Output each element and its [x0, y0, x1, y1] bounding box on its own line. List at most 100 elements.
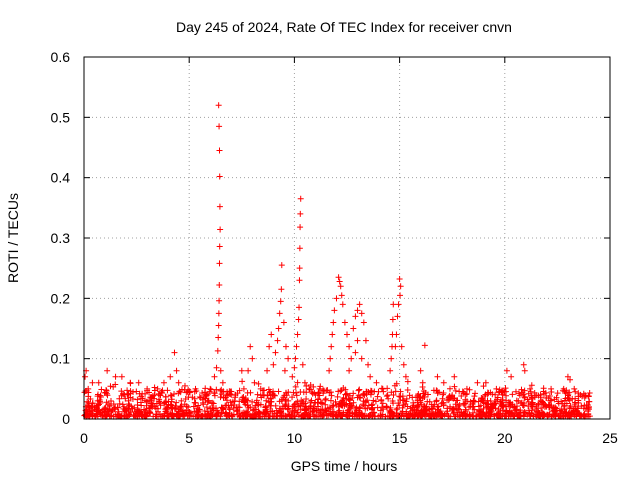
data-point-noise — [340, 394, 347, 401]
data-point-noise — [200, 393, 207, 400]
data-point-noise — [419, 383, 426, 390]
data-point-noise — [132, 408, 139, 415]
data-point-noise — [356, 409, 363, 416]
data-point-noise — [226, 406, 233, 413]
data-point-noise — [414, 392, 421, 399]
data-point — [291, 364, 298, 371]
data-point-noise — [241, 398, 248, 405]
data-point-noise — [168, 396, 175, 403]
data-point-noise — [385, 395, 392, 402]
data-point-noise — [115, 408, 122, 415]
data-point-noise — [243, 413, 250, 420]
data-point-noise — [551, 407, 558, 414]
data-point-noise — [124, 387, 131, 394]
data-point-noise — [499, 413, 506, 420]
data-point-noise — [118, 388, 125, 395]
data-point-noise — [121, 407, 128, 414]
data-point-noise — [476, 406, 483, 413]
data-point-noise — [185, 394, 192, 401]
data-point-noise — [404, 378, 411, 385]
data-point-noise — [575, 397, 582, 404]
data-point-noise — [483, 404, 490, 411]
data-point — [346, 367, 353, 374]
data-point-noise — [98, 386, 105, 393]
data-point — [365, 361, 372, 368]
data-point — [388, 355, 395, 362]
data-point-noise — [395, 400, 402, 407]
data-point-noise — [345, 396, 352, 403]
data-point-noise — [217, 387, 224, 394]
data-point-noise — [89, 400, 96, 407]
data-point-noise — [160, 413, 167, 420]
data-point-noise — [145, 404, 152, 411]
data-point-noise — [134, 402, 141, 409]
data-point — [249, 355, 256, 362]
data-point-noise — [300, 389, 307, 396]
data-point-noise — [281, 403, 288, 410]
data-point — [292, 355, 299, 362]
data-point-noise — [295, 403, 302, 410]
data-point-noise — [383, 393, 390, 400]
data-point — [294, 331, 301, 338]
data-point-noise — [572, 388, 579, 395]
data-point — [268, 331, 275, 338]
data-point-noise — [322, 396, 329, 403]
data-point — [272, 349, 279, 356]
data-point-noise — [357, 403, 364, 410]
data-point-noise — [536, 400, 543, 407]
data-point — [278, 262, 285, 269]
data-point-noise — [501, 388, 508, 395]
data-point-noise — [243, 409, 250, 416]
data-point — [95, 379, 102, 386]
data-point-noise — [178, 403, 185, 410]
data-point-noise — [170, 412, 177, 419]
data-point — [270, 361, 277, 368]
data-point-noise — [180, 410, 187, 417]
data-point-noise — [285, 405, 292, 412]
x-tick-label: 10 — [287, 430, 303, 446]
data-point-noise — [205, 397, 212, 404]
data-point-noise — [236, 404, 243, 411]
data-point — [216, 203, 223, 210]
data-point-noise — [96, 397, 103, 404]
data-point-noise — [329, 409, 336, 416]
data-point-noise — [147, 394, 154, 401]
data-point-noise — [435, 403, 442, 410]
data-point-noise — [575, 390, 582, 397]
data-point — [360, 319, 367, 326]
data-point-noise — [480, 405, 487, 412]
data-point — [482, 379, 489, 386]
data-point-noise — [548, 402, 555, 409]
data-point-noise — [249, 398, 256, 405]
data-point-noise — [173, 399, 180, 406]
data-point-noise — [278, 408, 285, 415]
data-point-noise — [157, 402, 164, 409]
data-point-noise — [548, 397, 555, 404]
data-point-noise — [389, 397, 396, 404]
data-point-noise — [472, 390, 479, 397]
data-point-noise — [439, 391, 446, 398]
data-point-noise — [95, 401, 102, 408]
data-point-noise — [420, 409, 427, 416]
data-point-noise — [481, 392, 488, 399]
data-point-noise — [226, 390, 233, 397]
data-point — [118, 373, 125, 380]
data-point — [367, 373, 374, 380]
data-point — [295, 316, 302, 323]
data-point-noise — [222, 394, 229, 401]
data-point-noise — [121, 391, 128, 398]
data-point-noise — [129, 396, 136, 403]
data-point-noise — [321, 387, 328, 394]
data-point-noise — [529, 401, 536, 408]
data-point — [216, 147, 223, 154]
data-point-noise — [480, 410, 487, 417]
data-point-noise — [470, 397, 477, 404]
data-point-noise — [409, 394, 416, 401]
data-point-noise — [467, 398, 474, 405]
data-point — [216, 282, 223, 289]
data-point-noise — [317, 413, 324, 420]
data-point-noise — [507, 399, 514, 406]
data-point — [362, 337, 369, 344]
data-point-noise — [191, 388, 198, 395]
data-point-noise — [521, 409, 528, 416]
